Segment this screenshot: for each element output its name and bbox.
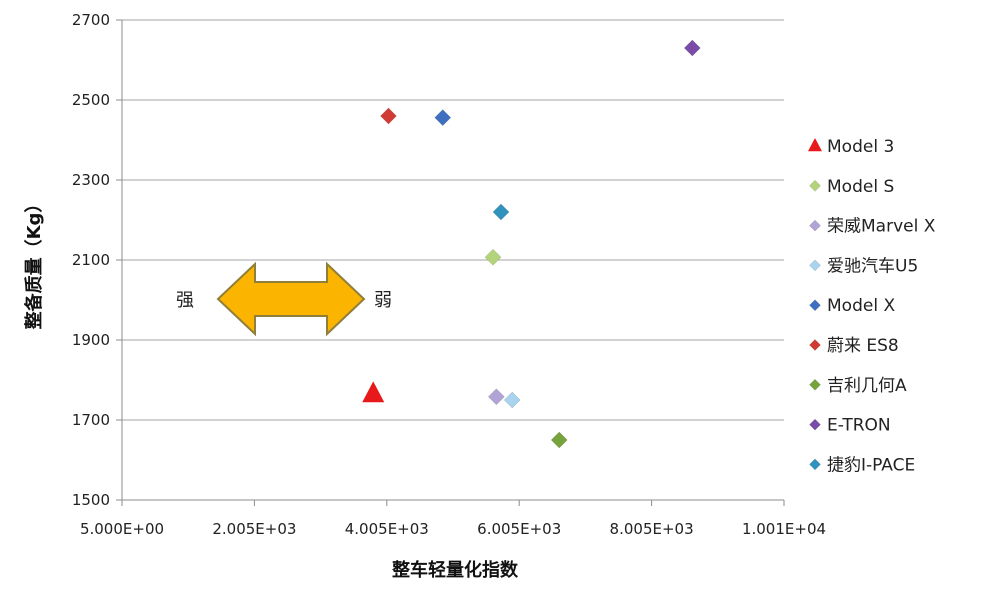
data-point [362, 381, 385, 403]
data-point [492, 203, 510, 221]
legend-entry: 吉利几何A [809, 376, 907, 396]
legend-entry: Model X [809, 296, 895, 316]
arrow-label-strong: 强 [176, 290, 194, 311]
x-tick-label: 2.005E+03 [212, 520, 296, 538]
legend-label: 爱驰汽车U5 [827, 256, 918, 276]
legend-marker [809, 179, 821, 192]
arrow-label-weak: 弱 [374, 290, 392, 311]
y-axis-title: 整备质量（Kg） [23, 195, 45, 331]
data-point [550, 431, 568, 449]
data-point [484, 248, 502, 266]
legend-marker [809, 299, 821, 312]
x-tick-label: 8.005E+03 [610, 520, 694, 538]
y-tick-label: 1900 [72, 331, 110, 349]
y-tick-label: 1500 [72, 491, 110, 509]
data-point [380, 107, 397, 125]
legend: Model 3 Model S 荣威Marvel X 爱驰汽车U5 Model X 蔚来 … [808, 137, 936, 475]
legend-label: 蔚来 ES8 [827, 336, 899, 356]
legend-entry: E-TRON [809, 416, 891, 436]
y-tick-label: 2700 [72, 11, 110, 29]
legend-marker [809, 339, 821, 351]
legend-marker [809, 378, 821, 391]
x-tick-label: 5.000E+00 [80, 520, 164, 538]
legend-label: 吉利几何A [827, 376, 907, 396]
x-axis-title: 整车轻量化指数 [391, 559, 519, 581]
y-tick-label: 1700 [72, 411, 110, 429]
legend-entry: Model S [809, 177, 894, 197]
legend-marker [808, 137, 822, 152]
legend-label: Model 3 [827, 137, 894, 157]
legend-entry: 捷豹I-PACE [809, 455, 915, 475]
strength-arrow-annotation: 强 弱 [176, 261, 392, 337]
data-point [434, 109, 452, 127]
legend-entry: Model 3 [808, 137, 894, 157]
legend-label: Model X [827, 296, 895, 316]
data-points [362, 39, 701, 449]
grid-lines [122, 19, 784, 421]
legend-label: 荣威Marvel X [827, 217, 936, 237]
data-point [683, 39, 701, 57]
legend-marker [809, 418, 821, 431]
legend-label: 捷豹I-PACE [827, 455, 915, 475]
legend-marker [809, 259, 821, 272]
y-tick-label: 2300 [72, 171, 110, 189]
legend-entry: 荣威Marvel X [809, 217, 936, 237]
y-tick-label: 2500 [72, 91, 110, 109]
x-tick-label: 4.005E+03 [345, 520, 429, 538]
x-tick-label: 6.005E+03 [477, 520, 561, 538]
legend-label: Model S [827, 177, 894, 197]
x-tick-labels: 5.000E+00 2.005E+03 4.005E+03 6.005E+03 8.00… [80, 520, 826, 538]
x-tick-label: 1.001E+04 [742, 520, 826, 538]
data-point [503, 391, 521, 409]
double-arrow [216, 261, 366, 337]
y-tick-labels: 1500 1700 1900 2100 2300 2500 2700 [72, 11, 110, 509]
axes [116, 19, 785, 506]
y-tick-label: 2100 [72, 251, 110, 269]
legend-entry: 爱驰汽车U5 [809, 256, 918, 276]
data-point [487, 388, 505, 406]
legend-label: E-TRON [827, 416, 891, 436]
legend-marker [809, 458, 821, 471]
legend-entry: 蔚来 ES8 [809, 336, 899, 356]
legend-marker [809, 219, 821, 232]
